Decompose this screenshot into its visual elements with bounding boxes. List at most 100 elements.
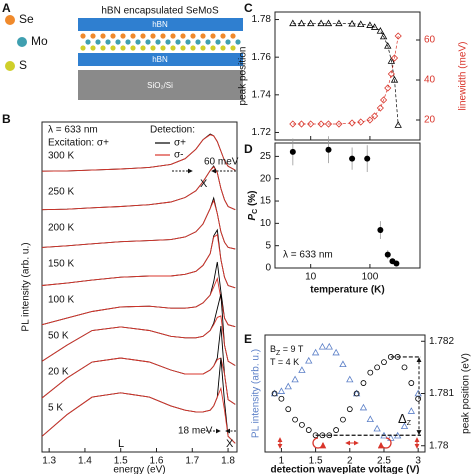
data-point [376,26,385,34]
data-point [387,57,396,64]
legend-label: σ- [174,150,184,161]
atom [125,39,131,45]
y-tick-label: 1.74 [252,89,272,100]
annotation: X [226,438,234,450]
y-tick-label: 1.782 [429,336,454,347]
y2-axis-label: linewidth (meV) [458,42,469,111]
temperature-label: 50 K [48,331,69,342]
polarization-icon [312,437,327,449]
annotation-part: T = 4 K [270,357,299,367]
legend-label: S [19,58,27,72]
atom [80,45,86,51]
data-point [374,364,381,371]
data-point [384,84,392,92]
x-tick-label: 100 [362,272,379,283]
atom [155,39,161,45]
atom [160,33,166,39]
atom [210,33,216,39]
data-point [381,359,387,366]
atom [130,33,136,39]
annotation: BZ = 9 T [270,344,304,357]
atom [150,45,156,51]
data-point [284,382,292,390]
plot-frame [274,11,421,141]
annotation: λ = 633 nm [283,250,333,261]
atom [215,39,221,45]
schematic-title: hBN encapsulated SeMoS [101,6,219,17]
annotation-part: Z [407,420,412,427]
data-point [380,96,388,104]
data-point [367,369,374,376]
atom [110,45,116,51]
atom-layer [80,33,241,51]
spectrum-line [41,325,236,405]
layer-label: hBN [152,20,168,29]
data-point [297,19,306,27]
legend-marker [5,61,15,71]
annotation: 60 meV [204,157,239,168]
hbn-layer [78,53,243,66]
atom [135,39,141,45]
data-point [326,432,333,439]
y-tick-label: 20 [424,115,436,126]
annotation: λ = 633 nm [48,125,98,136]
spectrum-line [41,276,236,328]
atom [145,39,151,45]
data-point [346,375,354,383]
data-point [297,120,306,128]
spectrum-line [41,357,236,405]
atom [140,45,146,51]
atom [195,39,201,45]
data-point [415,395,422,402]
data-point [340,416,346,423]
temperature-label: 150 K [48,259,74,270]
data-point [366,21,374,28]
panel-label: D [244,142,253,156]
data-point [346,406,353,413]
annotation: L [118,438,124,450]
fit-line [292,22,399,125]
data-point [414,389,422,397]
temperature-label: 100 K [48,295,74,306]
data-point [332,348,340,356]
data-point [359,403,368,411]
temperature-label: 300 K [48,151,74,162]
data-point [377,227,384,234]
data-point [348,19,356,27]
atom [160,45,166,51]
x-tick-label: 1.6 [150,456,164,467]
data-point [271,390,278,397]
data-point [357,20,365,28]
spectrum-line [41,386,236,444]
data-point [384,42,392,49]
data-point [370,23,379,30]
x-axis-label: energy (eV) [113,465,165,474]
x-tick-label: 10 [305,272,317,283]
y-tick-label: 20 [260,173,272,184]
hbn-layer [78,18,243,31]
legend-label: Mo [31,34,48,48]
spectrum-line [41,315,236,366]
data-point [306,19,315,27]
data-point [393,260,400,267]
y-tick-label: 1.76 [252,52,272,63]
y-axis-label-part: P [247,214,258,221]
x-tick-label: 1 [279,456,285,467]
spectrum-line [41,199,236,250]
panel-label: B [2,112,11,126]
y-tick-label: 25 [260,151,272,162]
data-point [324,120,333,128]
plot-frame [41,121,238,453]
data-point [307,120,315,128]
polarization-icon [377,437,392,449]
atom [95,39,101,45]
data-point [325,146,332,153]
annotation: ΔZ [398,411,412,427]
data-point [376,104,384,112]
annotation-part: Z [276,350,281,357]
x-tick-label: 2 [347,456,353,467]
data-point [390,75,399,83]
data-point [317,19,325,27]
atom [165,39,171,45]
x-axis-label: temperature (K) [310,285,384,296]
